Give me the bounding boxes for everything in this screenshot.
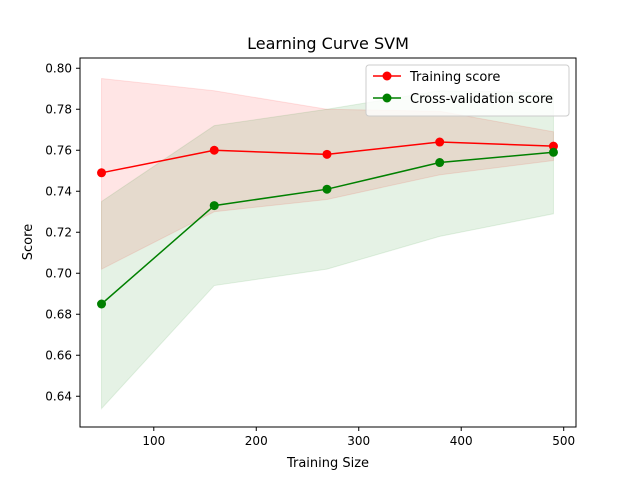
point-series-1-0 <box>97 299 107 309</box>
point-series-0-3 <box>435 137 445 147</box>
x-axis-ticks: 100 200 300 400 500 <box>142 427 575 448</box>
chart-title: Learning Curve SVM <box>247 34 409 53</box>
band-series-1 <box>101 90 554 410</box>
y-tick-label-8: 0.80 <box>45 61 72 75</box>
y-tick-label-2: 0.68 <box>45 307 72 321</box>
series-points <box>97 137 558 309</box>
confidence-bands <box>101 77 554 410</box>
y-tick-label-3: 0.70 <box>45 266 72 280</box>
y-tick-label-4: 0.72 <box>45 225 72 239</box>
x-tick-label-4: 500 <box>552 434 575 448</box>
x-tick-label-3: 400 <box>450 434 473 448</box>
y-tick-label-1: 0.66 <box>45 348 72 362</box>
point-series-1-3 <box>435 158 445 168</box>
y-axis-label: Score <box>21 224 36 260</box>
point-series-0-1 <box>209 145 219 155</box>
legend-label-cv: Cross-validation score <box>410 92 553 107</box>
band-series-0 <box>101 77 554 270</box>
point-series-1-4 <box>548 147 558 157</box>
point-series-1-2 <box>322 184 332 194</box>
legend-marker-training <box>382 71 392 81</box>
point-series-1-1 <box>209 201 219 211</box>
y-tick-label-6: 0.76 <box>45 143 72 157</box>
x-tick-label-2: 300 <box>347 434 370 448</box>
legend-marker-cv <box>382 93 392 103</box>
y-tick-label-0: 0.64 <box>45 389 72 403</box>
point-series-0-0 <box>97 168 107 178</box>
y-tick-label-5: 0.74 <box>45 184 72 198</box>
x-tick-label-1: 200 <box>245 434 268 448</box>
legend-label-training: Training score <box>409 70 500 85</box>
x-axis-label: Training Size <box>286 456 369 471</box>
x-tick-label-0: 100 <box>142 434 165 448</box>
y-axis-ticks: 0.64 0.66 0.68 0.70 0.72 0.74 0.76 0.78 0.80 <box>45 61 80 403</box>
legend: Training score Cross-validation score <box>365 64 570 117</box>
plot-frame <box>79 57 577 428</box>
y-tick-label-7: 0.78 <box>45 102 72 116</box>
point-series-0-4 <box>548 141 558 151</box>
legend-box <box>365 64 570 117</box>
point-series-0-2 <box>322 149 332 159</box>
